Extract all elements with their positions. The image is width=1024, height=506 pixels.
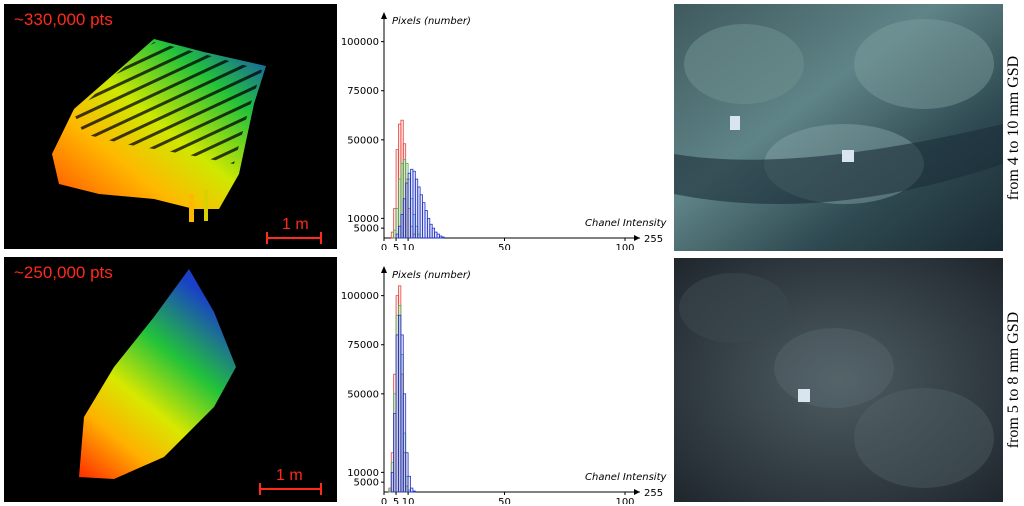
y-axis-arrow	[381, 12, 387, 19]
y-tick-label: 10000	[347, 468, 379, 479]
point-cloud-image-bottom	[79, 269, 236, 479]
point-cloud-panel-top: ~330,000 pts 1 m	[4, 4, 337, 249]
x-tick-label: 50	[498, 243, 511, 250]
scale-bar	[259, 488, 322, 490]
histogram-bar	[412, 490, 416, 493]
x-axis-title: Chanel Intensity	[585, 472, 668, 483]
y-axis-title: Pixels (number)	[392, 270, 471, 281]
y-tick-label: 75000	[347, 86, 379, 97]
histogram-bar	[407, 475, 411, 493]
scale-bar-label: 1 m	[282, 216, 309, 233]
histogram-bar	[405, 452, 409, 493]
y-tick-label: 100000	[341, 37, 379, 48]
y-tick-label: 50000	[347, 135, 379, 146]
target-marker	[730, 116, 740, 130]
histogram-bar	[410, 487, 414, 493]
x-tick-label: 5	[393, 243, 399, 250]
y-tick-label: 5000	[354, 224, 379, 235]
x-tick-label: 10	[402, 497, 415, 504]
underwater-photo-bottom	[674, 258, 1003, 502]
histogram-top: 5000 10000 50000 75000 100000 0 5 10 50 100 255 Pix…	[340, 2, 670, 250]
point-cloud-panel-bottom: ~250,000 pts 1 m	[4, 257, 337, 502]
x-tick-label: 0	[381, 243, 387, 250]
x-axis-arrow	[634, 489, 640, 495]
x-tick-label: 100	[615, 243, 634, 250]
x-axis-end-label: 255	[644, 488, 663, 499]
x-tick-label: 50	[498, 497, 511, 504]
target-marker	[842, 150, 854, 162]
x-axis-end-label: 255	[644, 234, 663, 245]
scale-bar	[266, 237, 322, 239]
histogram-bottom: 5000 10000 50000 75000 100000 0 5 10 50 100 255 Pix…	[340, 256, 670, 504]
y-tick-label: 100000	[341, 291, 379, 302]
y-axis-title: Pixels (number)	[392, 16, 471, 27]
gsd-label-bottom: from 5 to 8 mm GSD	[1005, 311, 1023, 449]
x-tick-label: 10	[402, 243, 415, 250]
x-tick-label: 0	[381, 497, 387, 504]
scale-bar-label: 1 m	[276, 467, 303, 484]
target-marker	[798, 389, 810, 402]
x-axis-title: Chanel Intensity	[585, 218, 668, 229]
y-tick-label: 5000	[354, 478, 379, 489]
histogram-series	[390, 314, 416, 493]
gsd-label-top: from 4 to 10 mm GSD	[1005, 55, 1023, 200]
point-count-label: ~330,000 pts	[14, 10, 113, 29]
y-tick-label: 75000	[347, 340, 379, 351]
x-tick-label: 100	[615, 497, 634, 504]
x-tick-label: 5	[393, 497, 399, 504]
y-tick-label: 50000	[347, 389, 379, 400]
y-axis-arrow	[381, 266, 387, 273]
scale-bar-right-tick	[320, 483, 322, 495]
histogram-series	[395, 168, 445, 239]
underwater-photo-top	[674, 4, 1003, 251]
histogram-bar	[402, 393, 407, 493]
scale-bar-right-tick	[320, 232, 322, 244]
point-cloud-image-top	[52, 39, 266, 222]
y-tick-label: 10000	[347, 214, 379, 225]
histogram-bar	[441, 236, 445, 239]
point-count-label: ~250,000 pts	[14, 263, 113, 282]
x-axis-arrow	[634, 235, 640, 241]
